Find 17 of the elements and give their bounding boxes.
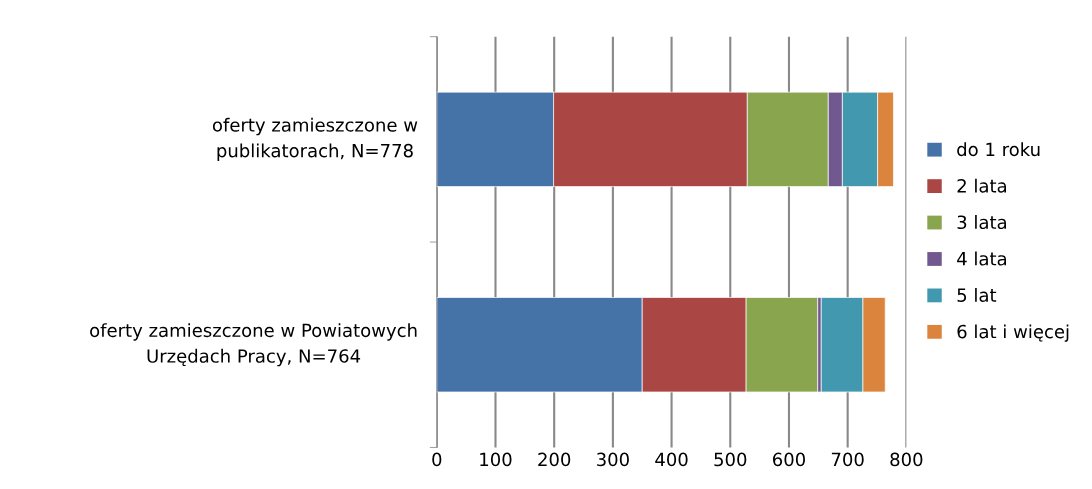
x-tick-label: 100 — [480, 452, 512, 467]
x-tick-label: 800 — [890, 452, 923, 467]
x-tick-label: 700 — [831, 452, 864, 467]
x-tick-label: 500 — [714, 452, 747, 467]
legend-label: do 1 roku — [957, 142, 1040, 157]
legend-label: 4 lata — [957, 251, 1007, 266]
legend-label: 6 lat i więcej — [957, 324, 1069, 342]
x-tick-label: 300 — [597, 452, 629, 467]
y-tick-label: oferty zamieszczone w publikatorach, N=778 — [212, 117, 418, 161]
legend-label: 3 lata — [957, 215, 1007, 230]
legend-label: 2 lata — [957, 178, 1007, 193]
x-tick-label: 400 — [655, 452, 688, 467]
x-tick-label: 600 — [773, 452, 805, 467]
x-tick-label: 200 — [538, 452, 571, 467]
legend-label: 5 lat — [957, 287, 997, 302]
x-tick-label: 0 — [432, 452, 442, 467]
y-tick-label: oferty zamieszczone w Powiatowych Urzędach Pracy, N=764 — [90, 323, 417, 367]
